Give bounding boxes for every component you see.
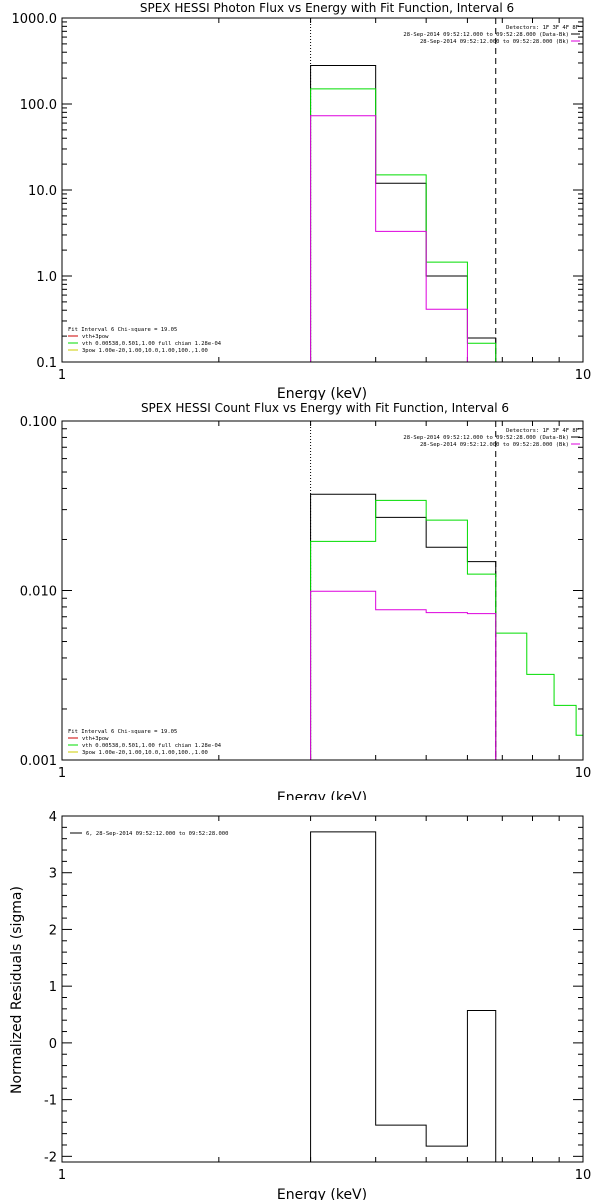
photon-flux-series-magenta xyxy=(310,115,496,363)
residuals-plot: 1 10 -2 -1 0 1 2 3 4 Energy (keV) Normalized Res… xyxy=(9,810,592,1200)
legend-fit-interval: Fit Interval 6 Chi-square = 19.05 xyxy=(68,327,177,333)
residuals-ytick-label: 4 xyxy=(49,810,57,825)
photon-flux-xlabel: Energy (keV) xyxy=(277,386,367,400)
photon-flux-ytick-label: 1000.0 xyxy=(12,12,58,27)
count-flux-series-green xyxy=(310,499,583,760)
photon-flux-title: SPEX HESSI Photon Flux vs Energy with Fi… xyxy=(140,1,514,15)
count-flux-xtick-label: 1 xyxy=(58,766,66,781)
residuals-ytick-label: -1 xyxy=(44,1094,57,1109)
count-flux-ytick-label: 0.100 xyxy=(20,415,57,430)
count-flux-ytick-label: 0.010 xyxy=(20,585,57,600)
legend-detectors: Detectors: 1F 3F 4F 8F xyxy=(506,25,579,31)
count-flux-title: SPEX HESSI Count Flux vs Energy with Fit… xyxy=(141,401,509,415)
legend-vth: vth 0.00538,0.501,1.00 full chian 1.28e-… xyxy=(82,743,222,749)
count-flux-series-black xyxy=(310,493,497,760)
legend-vth3pow: vth+3pow xyxy=(82,334,109,340)
photon-flux-series-black xyxy=(310,65,497,362)
legend-detectors: Detectors: 1F 3F 4F 8F xyxy=(506,428,579,434)
count-flux-xtick-label: 10 xyxy=(575,766,592,781)
count-flux-plot-frame xyxy=(61,420,584,761)
residuals-ylabel: Normalized Residuals (sigma) xyxy=(9,886,25,1094)
legend-3pow: 3pow 1.00e-20,1.00,10.0,1.00,100.,1.00 xyxy=(82,750,208,756)
count-flux-plot: SPEX HESSI Count Flux vs Energy with Fit… xyxy=(20,401,592,800)
photon-flux-ytick-label: 1.0 xyxy=(36,270,57,285)
residuals-xtick-label: 1 xyxy=(58,1168,66,1183)
legend-fit-interval: Fit Interval 6 Chi-square = 19.05 xyxy=(68,729,177,735)
legend-data-bk: 28-Sep-2014 09:52:12.000 to 09:52:28.000… xyxy=(403,435,569,441)
legend-vth3pow: vth+3pow xyxy=(82,736,109,742)
photon-flux-xtick-label: 10 xyxy=(575,368,592,383)
legend-vth: vth 0.00538,0.501,1.00 full chian 1.28e-… xyxy=(82,341,222,347)
residuals-ytick-label: 2 xyxy=(49,923,57,938)
photon-flux-legend-bottom-left: Fit Interval 6 Chi-square = 19.05 vth+3p… xyxy=(68,327,222,354)
photon-flux-plot-frame xyxy=(61,17,584,363)
count-flux-series-magenta xyxy=(310,590,497,760)
residuals-xlabel: Energy (keV) xyxy=(277,1187,367,1200)
photon-flux-plot: SPEX HESSI Photon Flux vs Energy with Fi… xyxy=(12,1,592,400)
photon-flux-xtick-label: 1 xyxy=(58,368,66,383)
residuals-ytick-label: 1 xyxy=(49,980,57,995)
legend-3pow: 3pow 1.00e-20,1.00,10.0,1.00,100.,1.00 xyxy=(82,348,208,354)
residuals-ytick-label: 3 xyxy=(49,867,57,882)
residuals-ytick-label: 0 xyxy=(49,1037,57,1052)
photon-flux-ytick-label: 0.1 xyxy=(36,356,57,371)
legend-bk: 28-Sep-2014 09:52:12.000 to 09:52:28.000… xyxy=(420,442,569,448)
count-flux-xlabel: Energy (keV) xyxy=(277,790,367,800)
residuals-ytick-label: -2 xyxy=(44,1150,57,1165)
count-flux-ytick-label: 0.001 xyxy=(20,754,57,769)
photon-flux-series-green xyxy=(310,88,497,362)
photon-flux-ytick-label: 10.0 xyxy=(28,184,57,199)
legend-bk: 28-Sep-2014 09:52:12.000 to 09:52:28.000… xyxy=(420,39,569,45)
residuals-plot-frame xyxy=(61,815,584,1163)
residuals-legend: 6, 28-Sep-2014 09:52:12.000 to 09:52:28.… xyxy=(70,831,228,837)
residuals-legend-label: 6, 28-Sep-2014 09:52:12.000 to 09:52:28.… xyxy=(86,831,228,837)
count-flux-legend-bottom-left: Fit Interval 6 Chi-square = 19.05 vth+3p… xyxy=(68,729,222,756)
residuals-series-black xyxy=(310,831,497,1162)
photon-flux-legend-top-right: Detectors: 1F 3F 4F 8F 28-Sep-2014 09:52… xyxy=(403,25,580,45)
photon-flux-ytick-label: 100.0 xyxy=(20,98,57,113)
count-flux-legend-top-right: Detectors: 1F 3F 4F 8F 28-Sep-2014 09:52… xyxy=(403,428,580,448)
legend-data-bk: 28-Sep-2014 09:52:12.000 to 09:52:28.000… xyxy=(403,32,569,38)
residuals-xtick-label: 10 xyxy=(575,1168,592,1183)
